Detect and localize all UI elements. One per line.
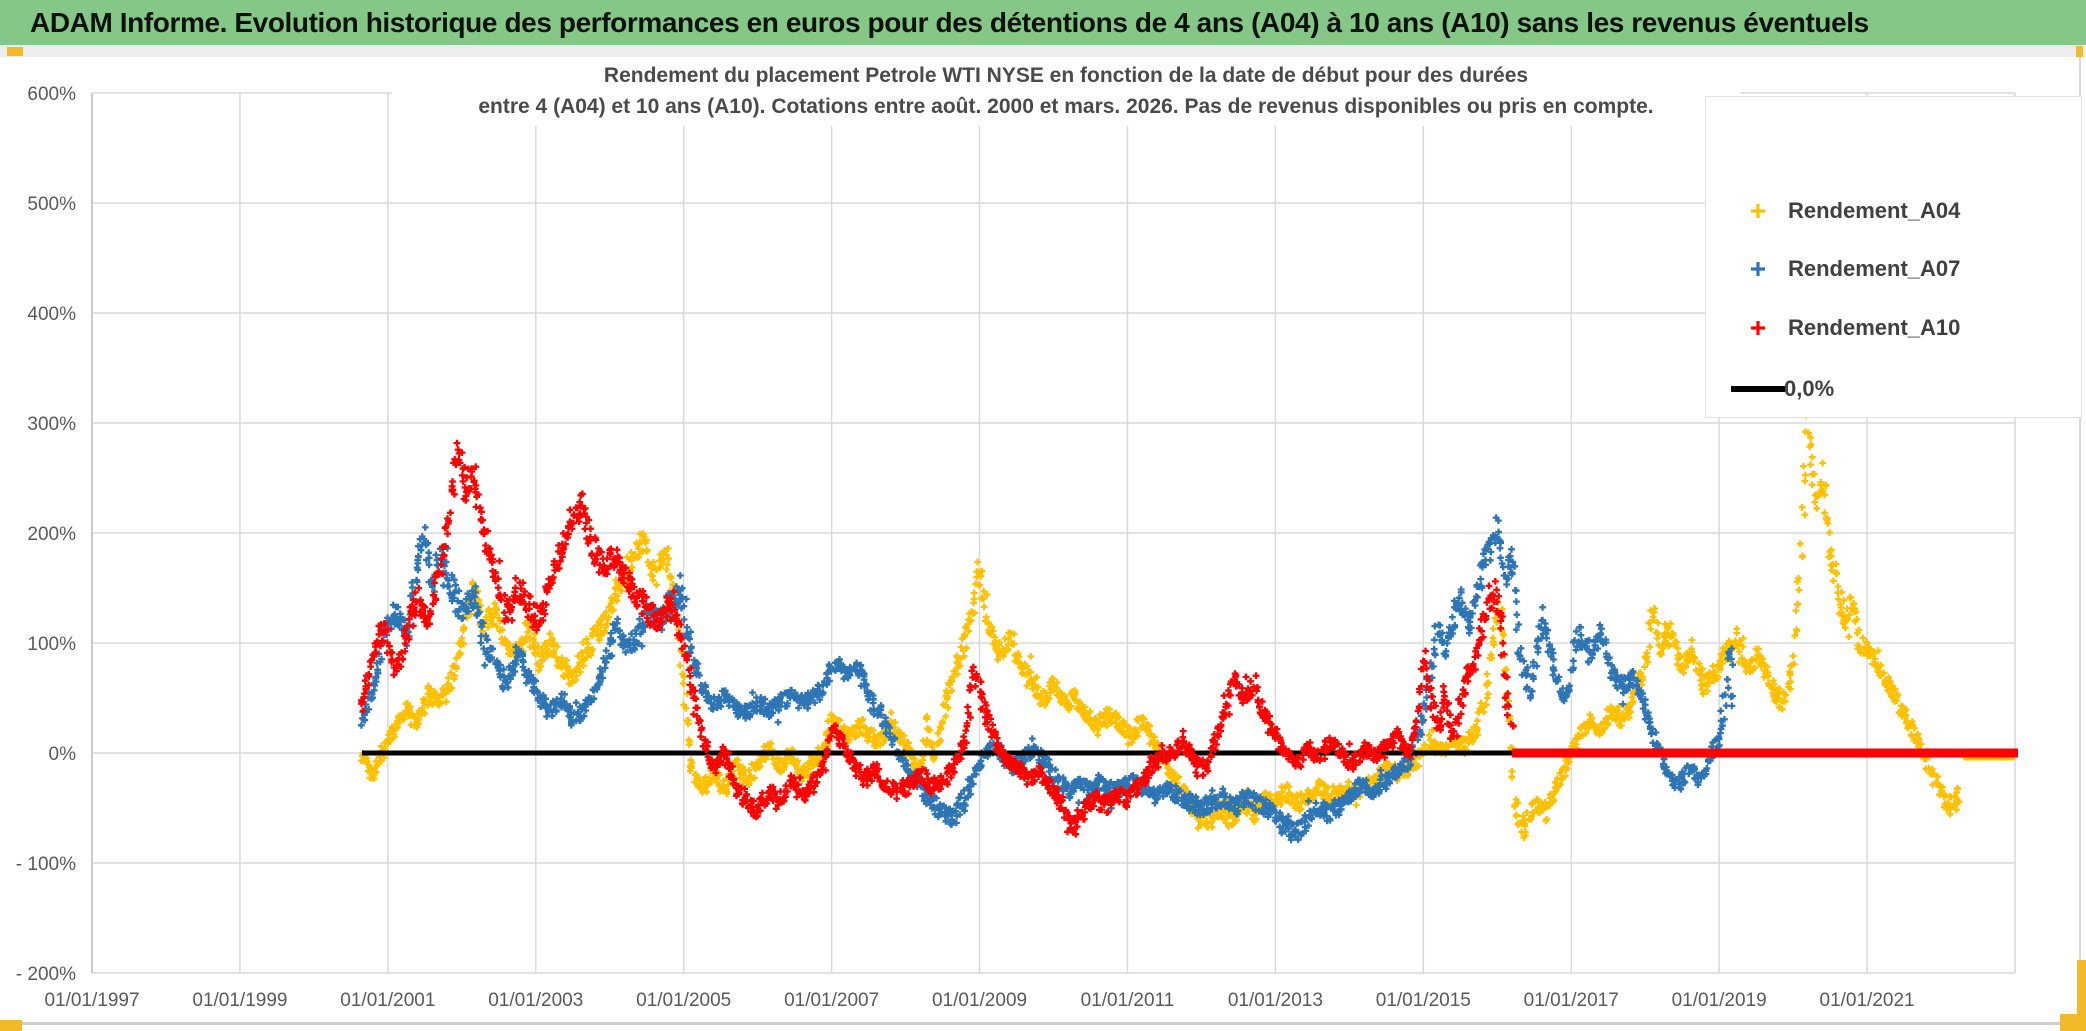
y-tick-label-200: 200% bbox=[27, 524, 76, 545]
frame-accent-topright bbox=[2076, 46, 2083, 57]
y-tick-label-400: 400% bbox=[27, 304, 76, 325]
header-title: ADAM Informe. Evolution historique des p… bbox=[30, 6, 1869, 38]
y-tick-label--200: - 200% bbox=[16, 964, 76, 985]
frame-right-border bbox=[2079, 57, 2081, 1015]
zero-line-sample-icon bbox=[1728, 379, 1788, 399]
y-tick-label-600: 600% bbox=[27, 84, 76, 105]
y-tick-label-100: 100% bbox=[27, 634, 76, 655]
frame-accent-bottomleft bbox=[0, 1020, 22, 1031]
plus-marker-icon bbox=[1728, 259, 1788, 279]
x-tick-label-2007: 01/01/2007 bbox=[784, 990, 879, 1011]
x-tick-label-2009: 01/01/2009 bbox=[932, 990, 1027, 1011]
x-tick-label-2013: 01/01/2013 bbox=[1228, 990, 1323, 1011]
plus-marker-icon bbox=[1728, 318, 1788, 338]
plus-marker-icon bbox=[1728, 201, 1788, 221]
x-tick-label-2001: 01/01/2001 bbox=[340, 990, 435, 1011]
x-tick-label-2017: 01/01/2017 bbox=[1524, 990, 1619, 1011]
y-tick-label-300: 300% bbox=[27, 414, 76, 435]
legend-item-rendement_a07: Rendement_A07 bbox=[1728, 254, 1960, 284]
legend-label: 0,0% bbox=[1784, 376, 1835, 401]
legend-item-rendement_a04: Rendement_A04 bbox=[1728, 196, 1960, 226]
x-tick-label-1997: 01/01/1997 bbox=[44, 990, 139, 1011]
frame-accent-bottomright-v bbox=[2077, 960, 2086, 1031]
frame-bottom-border bbox=[20, 1022, 2066, 1025]
legend-item-rendement_a10: Rendement_A10 bbox=[1728, 313, 1960, 343]
legend-item-zero-line: 0,0% bbox=[1728, 374, 1834, 404]
chart-title-line2: entre 4 (A04) et 10 ans (A10). Cotations… bbox=[478, 95, 1654, 118]
chart-title: Rendement du placement Petrole WTI NYSE … bbox=[392, 57, 1740, 126]
header-bar: ADAM Informe. Evolution historique des p… bbox=[0, 0, 2086, 45]
x-tick-label-2005: 01/01/2005 bbox=[636, 990, 731, 1011]
legend: Rendement_A04 Rendement_A07 Rendement_A10 0… bbox=[1705, 96, 2082, 418]
frame-accent-topleft bbox=[7, 47, 23, 56]
legend-label: Rendement_A04 bbox=[1788, 198, 1961, 223]
header-separator bbox=[0, 45, 2086, 57]
chart-title-line1: Rendement du placement Petrole WTI NYSE … bbox=[603, 64, 1529, 87]
series-rendement_a10 bbox=[358, 439, 1517, 838]
legend-label: Rendement_A07 bbox=[1788, 256, 1961, 281]
y-tick-label-0: 0% bbox=[49, 744, 77, 765]
x-tick-label-1999: 01/01/1999 bbox=[192, 990, 287, 1011]
frame-accent-bottomright-h bbox=[2060, 1014, 2086, 1031]
x-tick-label-2015: 01/01/2015 bbox=[1376, 990, 1471, 1011]
x-tick-label-2019: 01/01/2019 bbox=[1672, 990, 1767, 1011]
y-tick-label--100: - 100% bbox=[16, 854, 76, 875]
x-tick-label-2003: 01/01/2003 bbox=[488, 990, 583, 1011]
x-tick-label-2011: 01/01/2011 bbox=[1081, 990, 1175, 1011]
legend-label: Rendement_A10 bbox=[1788, 315, 1961, 340]
x-tick-label-2021: 01/01/2021 bbox=[1820, 990, 1915, 1011]
y-tick-label-500: 500% bbox=[27, 194, 76, 215]
